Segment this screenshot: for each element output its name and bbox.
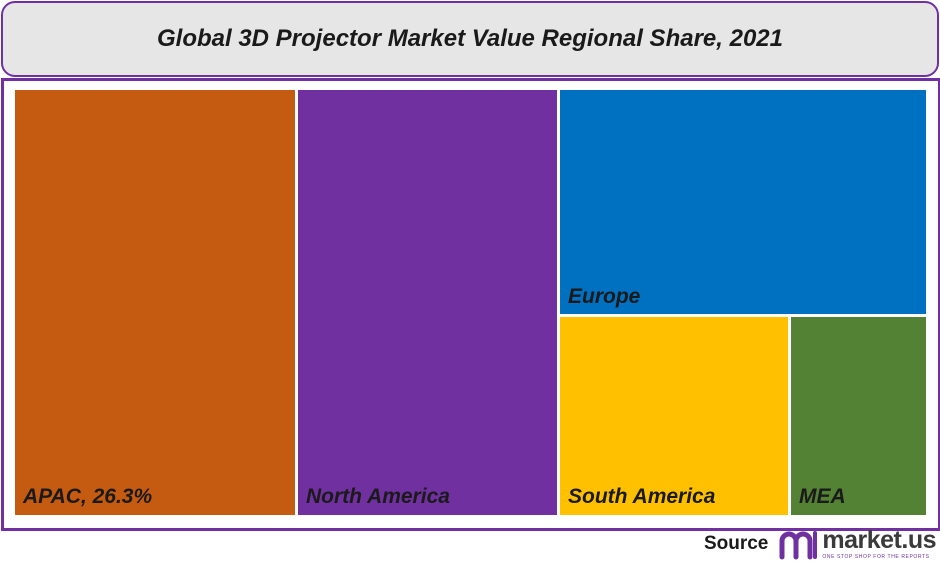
- tile-label-mea: MEA: [799, 485, 846, 508]
- tile-label-europe: Europe: [568, 285, 641, 308]
- tile-apac-26-3: [15, 90, 295, 515]
- logo-tagline: ONE STOP SHOP FOR THE REPORTS: [822, 554, 930, 560]
- market-us-logo: market.us ONE STOP SHOP FOR THE REPORTS: [778, 527, 936, 561]
- market-us-logo-icon: [779, 531, 818, 560]
- chart-title: Global 3D Projector Market Value Regiona…: [156, 25, 783, 52]
- tile-north-america: [298, 90, 557, 515]
- treemap-chart: APAC, 26.3% North America Europe South Amer…: [15, 90, 926, 515]
- tile-label-apac-26-3: APAC, 26.3%: [22, 485, 152, 508]
- source-attribution: Source market.us ONE STOP SHOP FOR THE R…: [704, 527, 936, 561]
- logo-brand-text: market.us: [822, 526, 936, 554]
- source-label: Source: [703, 533, 769, 554]
- tile-south-america: [560, 317, 788, 515]
- tile-europe: [560, 90, 926, 314]
- treemap-frame: APAC, 26.3% North America Europe South Amer…: [1, 78, 940, 531]
- tile-mea: [791, 317, 926, 515]
- tile-label-north-america: North America: [306, 485, 450, 508]
- chart-title-box: Global 3D Projector Market Value Regiona…: [1, 1, 939, 77]
- tile-label-south-america: South America: [568, 485, 716, 508]
